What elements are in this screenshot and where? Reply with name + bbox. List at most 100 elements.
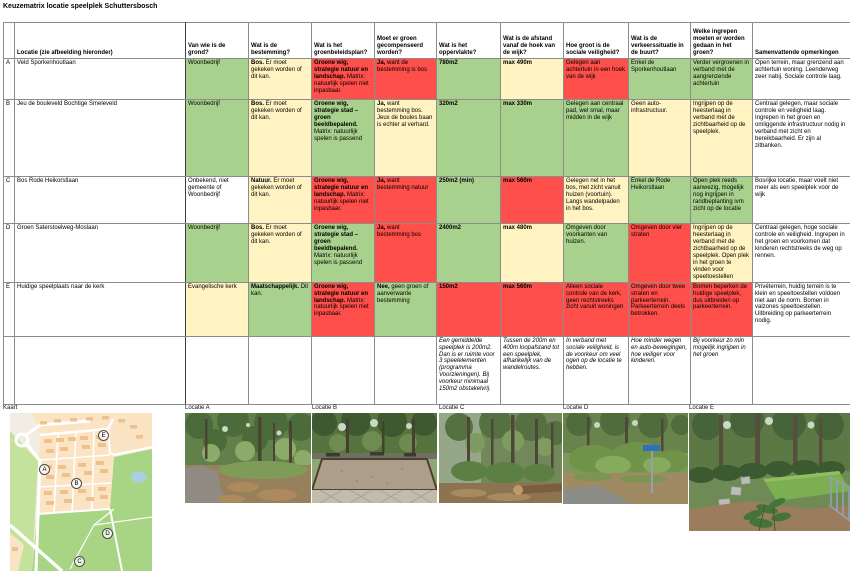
photo-location-d xyxy=(563,413,688,504)
matrix-cell-bold-text: max 480m xyxy=(503,225,533,231)
matrix-cell: Natuur. Er moet gekeken worden of dit ka… xyxy=(248,176,312,224)
matrix-row: Een gemiddelde speelplek is 200m2. Dan i… xyxy=(3,335,850,405)
map-marker-c: C xyxy=(74,556,85,567)
keuzematrix-table: Locatie (zie afbeelding hieronder) Van w… xyxy=(3,22,850,405)
map-drawing xyxy=(10,413,152,571)
matrix-body: A Veld Sporkenhoutlaan Woonbedrijf Bos. Er … xyxy=(3,58,850,405)
matrix-header: Locatie (zie afbeelding hieronder) Van w… xyxy=(3,22,850,59)
matrix-cell: Woonbedrijf xyxy=(185,223,249,283)
photo-figure-d: Locatie D xyxy=(563,405,688,504)
matrix-cell-bold-text: 2400m2 xyxy=(439,225,462,231)
row-letter: E xyxy=(3,281,15,337)
matrix-cell: Een gemiddelde speelplek is 200m2. Dan i… xyxy=(436,335,501,405)
matrix-cell: Groene wig, strategie natuur en landscha… xyxy=(311,58,375,100)
row-letter: B xyxy=(3,99,15,177)
row-location: Huidige speelplaats naar de kerk xyxy=(14,281,186,337)
row-letter: C xyxy=(3,176,15,224)
row-location: Groen Saterstoelweg-Moslaan xyxy=(14,223,186,283)
matrix-cell: Gelegen aan centraal pad, wel smal, maar… xyxy=(563,99,629,177)
map-marker-b: B xyxy=(71,478,82,489)
matrix-cell-bold-text: Groene wig, strategie natuur en landscha… xyxy=(314,283,369,304)
matrix-row: C Bos Rode Heikorstlaan Onbekend, niet gem… xyxy=(3,176,850,224)
matrix-cell: 250m2 (min) xyxy=(436,176,501,224)
page-title: Keuzematrix locatie speelplek Schuttersb… xyxy=(3,3,158,10)
matrix-cell: Woonbedrijf xyxy=(185,58,249,100)
matrix-cell xyxy=(752,335,850,405)
matrix-cell-bold-text: max 560m xyxy=(503,178,533,184)
matrix-cell xyxy=(185,335,249,405)
matrix-cell: max 330m xyxy=(500,99,564,177)
matrix-cell-bold-text: 320m2 xyxy=(439,101,458,107)
matrix-cell: Woonbedrijf xyxy=(185,99,249,177)
map-image: E A B D C xyxy=(10,413,152,571)
matrix-cell-bold-text: max 560m xyxy=(503,283,533,290)
matrix-header-row: Locatie (zie afbeelding hieronder) Van w… xyxy=(3,22,850,59)
map-marker-e: E xyxy=(98,430,109,441)
header-ingrepen-groen: Welke ingrepen moeten er worden gedaan i… xyxy=(690,22,753,59)
matrix-cell: Centraal gelegen, maar sociale controle … xyxy=(752,99,850,177)
matrix-cell-bold-text: Groene wig, strategie natuur en landscha… xyxy=(314,178,369,198)
matrix-cell xyxy=(374,335,437,405)
matrix-cell: In verband met sociale veiligheid, is de… xyxy=(563,335,629,405)
photo-figure-c: Locatie C xyxy=(439,405,562,503)
matrix-cell-bold-text: Maatschappelijk. xyxy=(251,283,300,290)
header-oppervlakte: Wat is het oppervlakte? xyxy=(436,22,501,59)
matrix-cell: max 560m xyxy=(500,176,564,224)
matrix-cell-bold-text: Groene wig, strategie stad – groen beeld… xyxy=(314,225,359,252)
matrix-row: A Veld Sporkenhoutlaan Woonbedrijf Bos. Er … xyxy=(3,58,850,100)
matrix-cell: Privéterrein, huidig terrein is te klein… xyxy=(752,281,850,337)
matrix-cell-bold-text: 780m2 xyxy=(439,60,458,66)
matrix-cell: Bos. Er moet gekeken worden of dit kan. xyxy=(248,99,312,177)
matrix-cell: Groene wig, strategie stad – groen beeld… xyxy=(311,223,375,283)
matrix-cell: Bos. Er moet gekeken worden of dit kan. xyxy=(248,223,312,283)
matrix-cell: Omgeven door twee straten en parkeerterr… xyxy=(628,281,691,337)
matrix-cell-bold-text: Ja, xyxy=(377,60,386,66)
photo-figure-e: Locatie E xyxy=(689,405,850,531)
photo-label-c: Locatie C xyxy=(439,405,465,411)
matrix-cell: max 490m xyxy=(500,58,564,100)
row-letter xyxy=(3,335,15,405)
row-location xyxy=(14,335,186,405)
matrix-cell: Ja, want de bestemming is bos xyxy=(374,58,437,100)
header-samenvatting: Samenvattende opmerkingen xyxy=(752,22,850,59)
matrix-cell: Ja, want bestemming natuur xyxy=(374,176,437,224)
matrix-cell-bold-text: Bos. xyxy=(251,225,265,231)
row-letter: A xyxy=(3,58,15,100)
photo-location-a xyxy=(185,413,311,503)
matrix-cell-bold-text: Natuur. xyxy=(251,178,272,184)
header-compensatie: Moet er groen gecompenseerd worden? xyxy=(374,22,437,59)
photo-label-a: Locatie A xyxy=(185,405,210,411)
matrix-cell-bold-text: max 490m xyxy=(503,60,533,66)
matrix-row: E Huidige speelplaats naar de kerk Evangel… xyxy=(3,281,850,337)
header-sociale-veiligheid: Hoe groot is de sociale veiligheid? xyxy=(563,22,629,59)
header-groenbeleidsplan: Wat is het groenbeleidsplan? xyxy=(311,22,375,59)
photo-location-b xyxy=(312,413,437,503)
matrix-cell: 320m2 xyxy=(436,99,501,177)
matrix-cell: Verder vergroenen in verband met de aang… xyxy=(690,58,753,100)
matrix-cell: Omgeven door vier straten xyxy=(628,223,691,283)
matrix-cell: Groene wig, strategie natuur en landscha… xyxy=(311,176,375,224)
map-marker-d: D xyxy=(102,528,113,539)
matrix-cell-bold-text: Ja, xyxy=(377,101,386,107)
matrix-cell-bold-text: 150m2 xyxy=(439,283,458,290)
matrix-cell-bold-text: Groene wig, strategie stad – groen beeld… xyxy=(314,101,359,128)
row-location: Jeu de bouleveld Bochtige Smeleveld xyxy=(14,99,186,177)
matrix-cell: Ingrijpen op de heesterlaag in verband m… xyxy=(690,223,753,283)
matrix-cell: Maatschappelijk. Dit kan. xyxy=(248,281,312,337)
matrix-cell: Hoe minder wegen en auto-bewegingen, hoe… xyxy=(628,335,691,405)
map-marker-a: A xyxy=(39,464,50,475)
matrix-cell: max 480m xyxy=(500,223,564,283)
matrix-cell: Enkel de Rode Heikorstlaan xyxy=(628,176,691,224)
matrix-cell-bold-text: 250m2 (min) xyxy=(439,178,475,184)
map-label: Kaart xyxy=(3,405,18,411)
matrix-cell: Centraal gelegen, hoge sociale controle … xyxy=(752,223,850,283)
matrix-cell: Bij voorkeur zo min mogelijk ingrijpen i… xyxy=(690,335,753,405)
matrix-cell: Gelegen aan achtertuin in een hoek van d… xyxy=(563,58,629,100)
matrix-cell: 2400m2 xyxy=(436,223,501,283)
matrix-cell: max 560m xyxy=(500,281,564,337)
matrix-cell xyxy=(311,335,375,405)
header-afstand: Wat is de afstand vanaf de hoek van de w… xyxy=(500,22,564,59)
matrix-cell: Bosrijke locatie, maar voelt niet meer a… xyxy=(752,176,850,224)
matrix-cell: 150m2 xyxy=(436,281,501,337)
